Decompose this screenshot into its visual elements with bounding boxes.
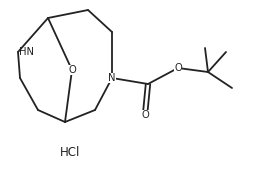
Text: HCl: HCl [60,146,80,159]
Text: N: N [108,73,116,83]
Text: O: O [174,63,182,73]
Text: O: O [68,65,76,75]
Text: HN: HN [19,47,34,57]
Text: O: O [141,110,149,120]
